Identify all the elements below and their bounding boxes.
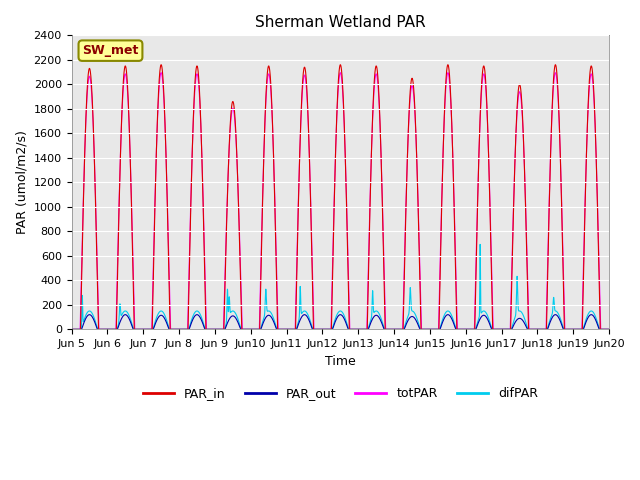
totPAR [431,326,439,332]
PAR_in [461,326,468,332]
Line: PAR_in: PAR_in [72,65,609,329]
totPAR [605,326,612,332]
difPAR [68,326,76,332]
difPAR [492,326,499,332]
Title: Sherman Wetland PAR: Sherman Wetland PAR [255,15,426,30]
Y-axis label: PAR (umol/m2/s): PAR (umol/m2/s) [15,131,28,234]
totPAR [461,326,468,332]
PAR_out [492,326,499,332]
PAR_in [157,62,165,68]
difPAR [164,323,172,328]
PAR_in [321,326,328,332]
totPAR [605,326,613,332]
PAR_out [431,326,439,332]
difPAR [605,326,613,332]
difPAR [605,326,612,332]
PAR_in [68,326,76,332]
difPAR [461,326,468,332]
difPAR [94,326,102,332]
totPAR [157,70,165,75]
Line: difPAR: difPAR [72,244,609,329]
PAR_in [605,326,612,332]
difPAR [476,241,484,247]
Line: totPAR: totPAR [72,72,609,329]
PAR_out [461,326,468,332]
PAR_out [68,326,76,332]
totPAR [68,326,76,332]
PAR_out [86,312,93,318]
difPAR [431,326,439,332]
PAR_in [164,241,172,247]
totPAR [492,326,499,332]
PAR_out [321,326,328,332]
PAR_out [164,324,172,330]
X-axis label: Time: Time [325,355,356,368]
Legend: PAR_in, PAR_out, totPAR, difPAR: PAR_in, PAR_out, totPAR, difPAR [138,383,543,406]
difPAR [321,326,328,332]
PAR_in [492,326,499,332]
PAR_in [605,326,613,332]
PAR_out [605,326,613,332]
PAR_out [605,326,612,332]
Line: PAR_out: PAR_out [72,315,609,329]
PAR_in [431,326,439,332]
totPAR [164,232,172,238]
totPAR [321,326,328,332]
Text: SW_met: SW_met [83,44,139,57]
